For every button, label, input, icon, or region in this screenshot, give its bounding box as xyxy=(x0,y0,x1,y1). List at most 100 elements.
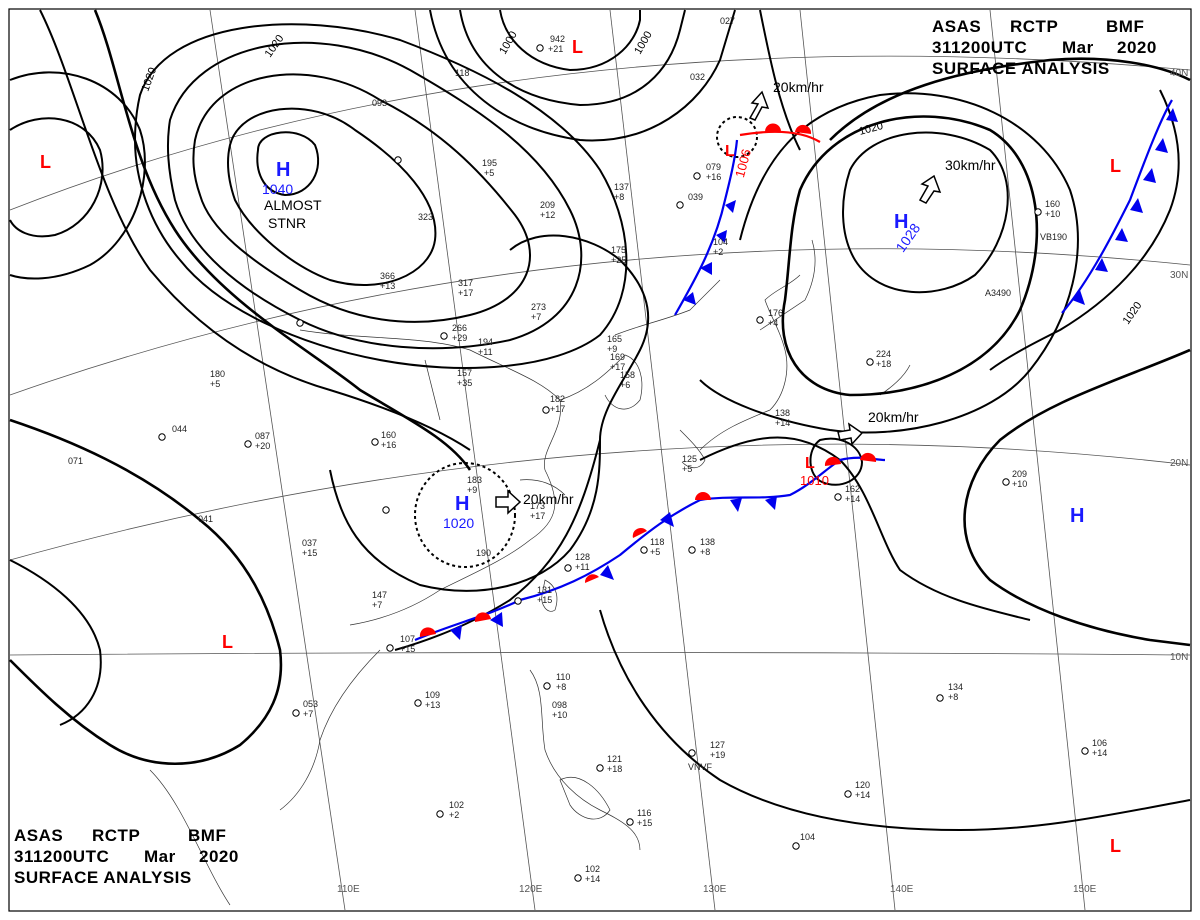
station-value: 157 xyxy=(457,368,472,378)
motion-labels: 20km/hr 30km/hr 20km/hr 20km/hr xyxy=(523,79,996,507)
station-value: +17 xyxy=(530,511,545,521)
station-circle-icon xyxy=(1034,208,1042,216)
station-value: 190 xyxy=(476,548,491,558)
station-value: 209 xyxy=(1012,469,1027,479)
longitude-label: 130E xyxy=(703,884,727,895)
station-value: 102 xyxy=(449,800,464,810)
station-value: +5 xyxy=(484,168,494,178)
latitude-label: 20N xyxy=(1170,458,1188,469)
issue-datetime: 311200UTC xyxy=(932,38,1028,57)
station-circle-icon xyxy=(436,810,444,818)
station-value: +25 xyxy=(611,255,626,265)
motion-arrow-icon xyxy=(918,174,942,204)
station-circle-icon xyxy=(834,493,842,501)
station-value: 131 xyxy=(537,585,552,595)
station-value: 169 xyxy=(610,352,625,362)
high-center-letter: H xyxy=(894,211,908,233)
station-value: 104 xyxy=(713,237,728,247)
station-value: 138 xyxy=(700,537,715,547)
graticule-labels: 110E 120E 130E 140E 150E 40N 30N 20N 10N xyxy=(337,68,1188,895)
issue-datetime: 311200UTC xyxy=(14,847,110,866)
station-circle-icon xyxy=(756,316,764,324)
station-circle-icon xyxy=(564,564,572,572)
station-value: +14 xyxy=(1092,748,1107,758)
chart-title: SURFACE ANALYSIS xyxy=(14,868,192,887)
station-value: +17 xyxy=(610,362,625,372)
issue-year: 2020 xyxy=(1117,38,1157,57)
station-value: +14 xyxy=(585,874,600,884)
station-value: 039 xyxy=(688,192,703,202)
high-center-letter: H xyxy=(455,493,469,515)
station-value: +15 xyxy=(637,818,652,828)
station-value: 137 xyxy=(614,182,629,192)
latitude-label: 40N xyxy=(1170,68,1188,79)
station-circle-icon xyxy=(693,172,701,180)
high-center-value: 1040 xyxy=(262,181,293,197)
station-circle-icon xyxy=(394,156,402,164)
station-circle-icon xyxy=(792,842,800,850)
station-circle-icon xyxy=(440,332,448,340)
station-circle-icon xyxy=(688,749,696,757)
issue-month: Mar xyxy=(1062,38,1094,57)
station-value: +13 xyxy=(425,700,440,710)
station-value: 037 xyxy=(302,538,317,548)
station-value: 138 xyxy=(775,408,790,418)
station-value: 224 xyxy=(876,349,891,359)
station-value: 160 xyxy=(381,430,396,440)
low-center-letter: L xyxy=(572,37,583,57)
station-circle-icon xyxy=(386,644,394,652)
agency-code: ASAS xyxy=(932,17,982,36)
station-value: 110 xyxy=(556,672,570,682)
station-value: 127 xyxy=(710,740,725,750)
motion-speed: 20km/hr xyxy=(523,491,574,507)
motion-arrow-icon xyxy=(837,422,864,446)
station-value: 027 xyxy=(720,16,735,26)
low-center-value: 1010 xyxy=(800,473,829,488)
station-value: +15 xyxy=(302,548,317,558)
station-plots: 942+21032027118093195+5137+8209+12175+25… xyxy=(68,16,1107,884)
station-value: 323 xyxy=(418,212,433,222)
station-value: 162 xyxy=(845,484,860,494)
station-code: RCTP xyxy=(1010,17,1059,36)
station-value: 121 xyxy=(607,754,622,764)
warm-front-north xyxy=(739,123,821,143)
motion-speed: 30km/hr xyxy=(945,157,996,173)
station-value: 071 xyxy=(68,456,83,466)
station-value: 125 xyxy=(682,454,697,464)
station-value: 317 xyxy=(458,278,473,288)
station-value: 195 xyxy=(482,158,497,168)
station-circle-icon xyxy=(158,433,166,441)
station-value: +8 xyxy=(948,692,958,702)
motion-arrow-icon xyxy=(495,489,522,515)
station-value: +9 xyxy=(607,344,617,354)
station-value: 165 xyxy=(607,334,622,344)
station-circle-icon xyxy=(292,709,300,717)
station-circle-icon xyxy=(543,682,551,690)
station-value: 106 xyxy=(1092,738,1107,748)
longitude-label: 150E xyxy=(1073,884,1097,895)
pressure-centers: H 1040 ALMOST STNR H 1028 H 1020 H L 100… xyxy=(40,37,1121,856)
station-value: +11 xyxy=(478,347,493,357)
longitude-label: 120E xyxy=(519,884,543,895)
station-circle-icon xyxy=(866,358,874,366)
station-value: +18 xyxy=(607,764,622,774)
motion-speed: 20km/hr xyxy=(773,79,824,95)
station-value: 098 xyxy=(552,700,567,710)
station-value: 160 xyxy=(1045,199,1060,209)
station-value: +21 xyxy=(548,44,563,54)
issue-year: 2020 xyxy=(199,847,239,866)
station-circle-icon xyxy=(244,440,252,448)
station-code: RCTP xyxy=(92,826,141,845)
bulletin-code: BMF xyxy=(1106,17,1145,36)
station-value: 032 xyxy=(690,72,705,82)
low-center-value: 1006 xyxy=(732,147,754,179)
station-value: +20 xyxy=(255,441,270,451)
station-value: 273 xyxy=(531,302,546,312)
station-circle-icon xyxy=(542,406,550,414)
longitude-label: 110E xyxy=(337,884,360,895)
high-center-letter: H xyxy=(276,159,290,181)
station-value: 128 xyxy=(575,552,590,562)
station-value: +5 xyxy=(210,379,220,389)
station-value: 158 xyxy=(620,370,635,380)
